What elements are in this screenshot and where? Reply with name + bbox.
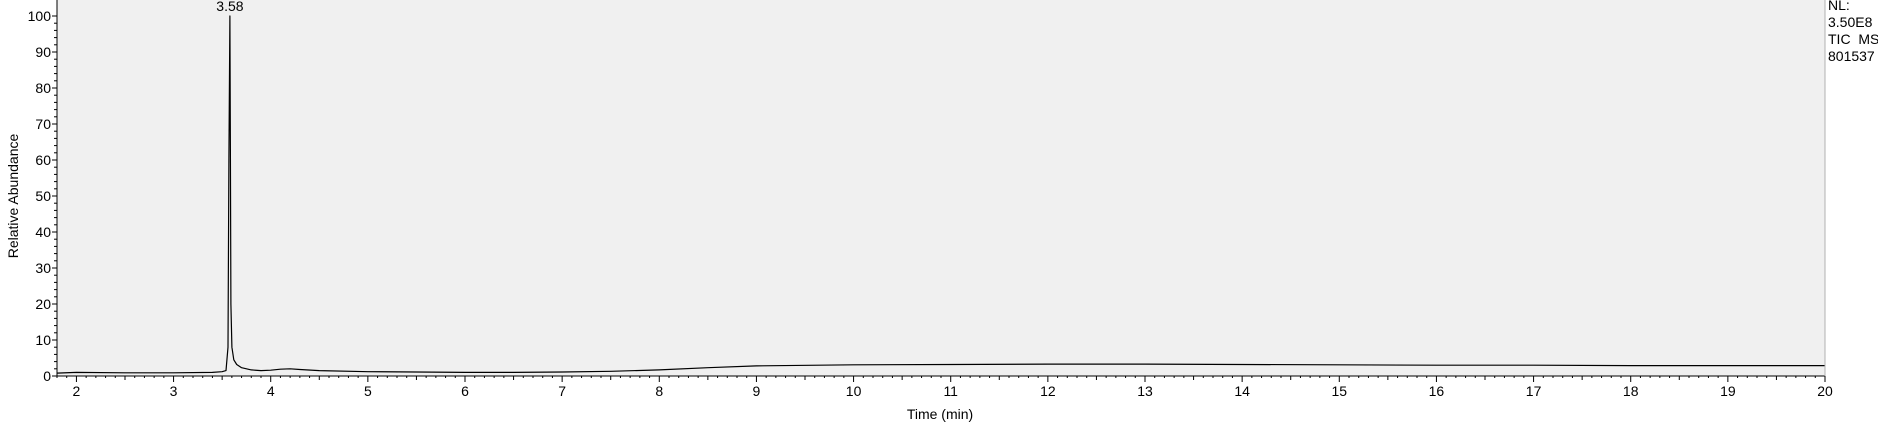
x-tick-label: 8 — [655, 383, 663, 399]
tic-trace-line — [56, 15, 1825, 374]
y-tick-label: 20 — [35, 296, 51, 312]
x-tick-label: 2 — [73, 383, 81, 399]
y-axis-title: Relative Abundance — [5, 134, 21, 259]
y-tick-label: 100 — [28, 8, 52, 24]
plot-background — [57, 0, 1825, 376]
x-tick-label: 19 — [1720, 383, 1736, 399]
peak-label: 3.58 — [216, 0, 243, 14]
x-tick-label: 20 — [1817, 383, 1833, 399]
y-tick-label: 80 — [35, 80, 51, 96]
x-tick-label: 6 — [461, 383, 469, 399]
x-tick-label: 17 — [1526, 383, 1542, 399]
x-tick-label: 3 — [170, 383, 178, 399]
y-tick-label: 30 — [35, 260, 51, 276]
info-text-line: TIC MS — [1828, 31, 1878, 47]
x-tick-label: 10 — [846, 383, 862, 399]
info-text-line: 3.50E8 — [1828, 14, 1873, 30]
axes-layer — [52, 0, 1826, 382]
x-axis-title: Time (min) — [907, 406, 973, 422]
y-tick-label: 90 — [35, 44, 51, 60]
x-tick-label: 15 — [1331, 383, 1347, 399]
y-tick-label: 0 — [43, 368, 51, 384]
x-tick-label: 13 — [1137, 383, 1153, 399]
y-tick-label: 70 — [35, 116, 51, 132]
trace-layer — [56, 15, 1825, 374]
info-text-line: 801537 — [1828, 48, 1875, 64]
x-tick-label: 5 — [364, 383, 372, 399]
labels-layer: 0 10 20 30 40 50 60 70 80 90 100 2 3 4 5 6 7 8 9 10 11 12 13 14… — [28, 0, 1878, 399]
x-tick-label: 16 — [1429, 383, 1445, 399]
x-tick-label: 4 — [267, 383, 275, 399]
info-text-line: NL: — [1828, 0, 1850, 13]
x-tick-label: 12 — [1040, 383, 1056, 399]
x-tick-label: 11 — [943, 383, 958, 399]
x-tick-label: 9 — [753, 383, 761, 399]
y-tick-label: 10 — [35, 332, 51, 348]
y-tick-label: 40 — [35, 224, 51, 240]
x-tick-label: 18 — [1623, 383, 1639, 399]
y-tick-label: 60 — [35, 152, 51, 168]
x-tick-label: 14 — [1234, 383, 1250, 399]
y-tick-label: 50 — [35, 188, 51, 204]
x-tick-label: 7 — [558, 383, 566, 399]
